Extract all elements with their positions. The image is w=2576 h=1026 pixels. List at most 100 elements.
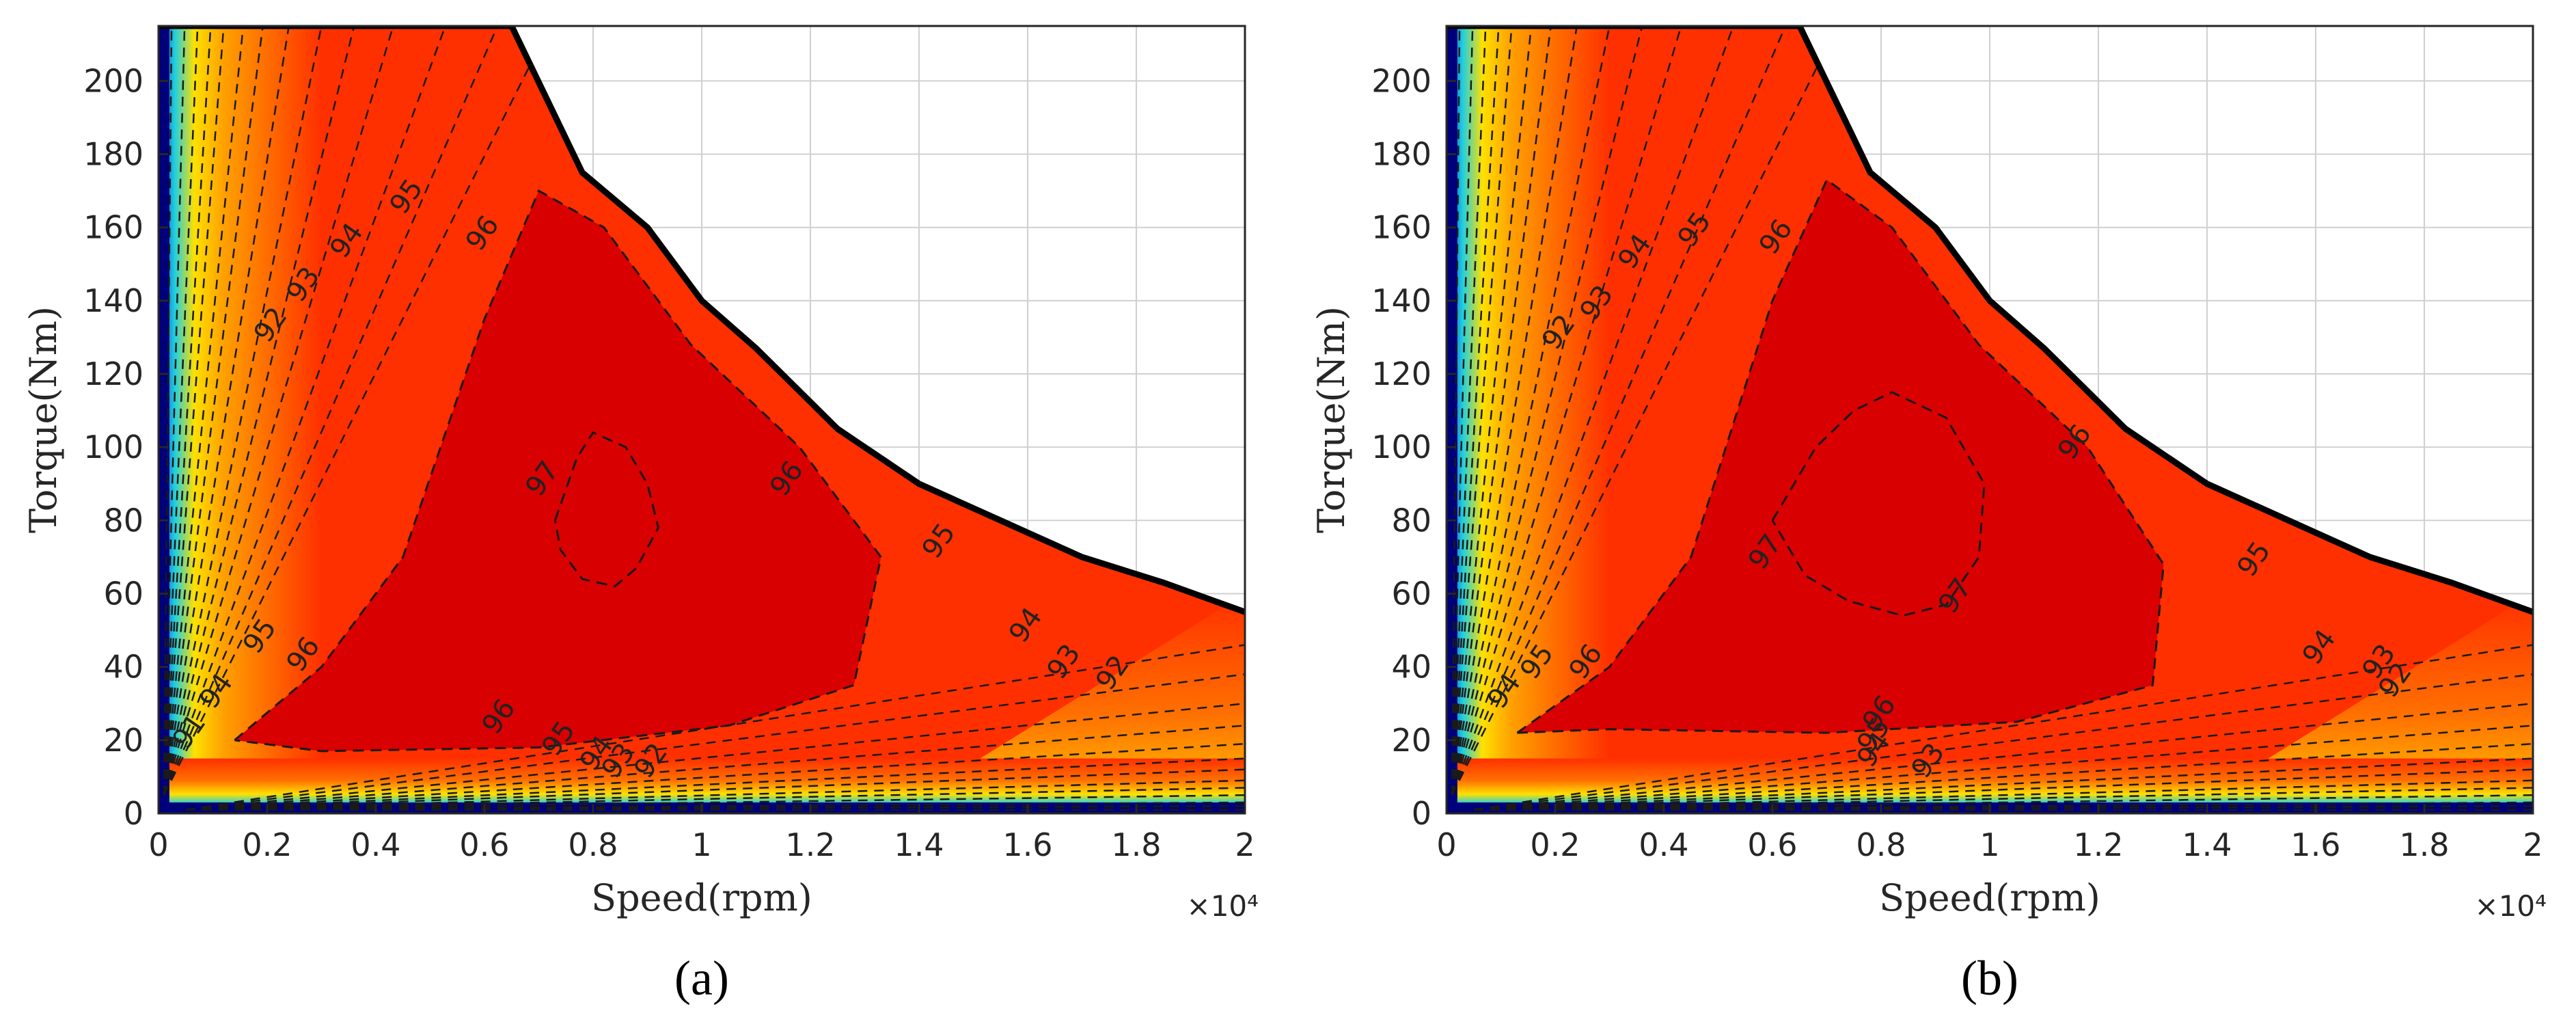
iso-line [185,757,1245,811]
y-tick-labels: 0 20 40 60 80 100 120 140 160 180 200 [1371,62,1431,832]
x-tick-labels: 0 0.2 0.4 0.6 0.8 1 1.2 1.4 1.6 1.8 2 [1436,826,2543,863]
x-tick-label: 0 [148,826,168,863]
panel-label: (b) [1961,951,2018,1005]
torque-envelope-line [1447,26,2533,615]
iso-line [163,26,499,796]
y-tick-label: 100 [1371,429,1431,465]
x-axis-label: Speed(rpm) [591,876,812,919]
iso-line [163,26,446,796]
x-tick-label: 1.2 [785,826,835,863]
x-tick-label: 0.4 [351,826,400,863]
x-tick-label: 1.4 [894,826,944,863]
x-axis-multiplier: ×10⁴ [1187,889,1259,923]
x-axis-label: Speed(rpm) [1879,876,2100,919]
iso-lines-low-torque [1473,644,2533,811]
panel-b: 95 96 94 93 92 97 97 96 95 94 93 92 95 96 96 95 94 93 94 0 0… [1288,0,2576,1026]
x-tick-label: 1.6 [2290,826,2340,863]
iso-line [1473,725,2533,811]
iso-line [1473,673,2533,811]
panel-label: (a) [674,951,729,1005]
x-tick-label: 1 [1979,826,1999,863]
iso-line [163,26,394,796]
iso-line [185,742,1245,811]
iso-line [185,703,1245,811]
iso-line [185,801,1245,811]
panel-a: 95 96 94 93 92 97 96 95 94 93 92 95 96 96 95 94 93 92 91 94… [22,25,1259,1005]
iso-line [1473,742,2533,811]
x-tick-label: 0.6 [1747,826,1797,863]
x-tick-labels: 0 0.2 0.4 0.6 0.8 1 1.2 1.4 1.6 1.8 2 [148,826,1255,863]
iso-line [163,26,551,796]
iso-line [185,794,1245,811]
iso-line [185,725,1245,811]
iso-line [1451,26,1513,796]
iso-line [163,26,199,796]
x-tick-label: 0.8 [1856,826,1906,863]
iso-line [1451,26,1682,796]
iso-line [1473,768,2533,811]
iso-line [1473,787,2533,811]
x-tick-label: 1.6 [1002,826,1052,863]
iso-line [163,26,264,796]
x-tick-label: 1.8 [1111,826,1161,863]
y-tick-label: 0 [1412,795,1431,832]
iso-line [1473,779,2533,811]
iso-line [1451,26,1578,796]
iso-line [1473,801,2533,811]
iso-line [163,26,212,796]
y-tick-label: 160 [1371,209,1431,246]
x-tick-label: 0.2 [242,826,292,863]
iso-lines-low-speed [163,26,551,796]
contour-line-97 [1771,391,1986,617]
y-tick-label: 40 [103,649,143,686]
contour-line-97 [553,431,659,588]
y-tick-label: 200 [83,62,143,99]
iso-line [185,787,1245,811]
y-tick-label: 80 [103,502,143,539]
iso-line [163,26,355,796]
y-tick-labels: 0 20 40 60 80 100 120 140 160 180 200 [83,62,143,832]
iso-line [1473,757,2533,811]
y-tick-label: 120 [1371,355,1431,392]
y-tick-label: 180 [1371,136,1431,173]
contour-line-96 [234,189,882,753]
iso-line [163,26,225,796]
iso-line [1473,644,2533,811]
efficiency-region-96 [1517,180,2164,733]
y-tick-label: 100 [83,429,143,465]
iso-line [1451,26,1533,796]
x-tick-label: 0.6 [459,826,509,863]
y-tick-label: 20 [103,722,143,759]
y-axis-label: Torque(Nm) [22,306,65,533]
x-tick-label: 0.4 [1639,826,1688,863]
iso-line [185,673,1245,811]
y-tick-label: 120 [83,355,143,392]
iso-line [185,768,1245,811]
iso-line [1451,26,1487,796]
y-tick-label: 80 [1391,502,1431,539]
iso-line [163,26,173,796]
y-axis-label: Torque(Nm) [1310,306,1353,533]
iso-line [163,26,290,796]
y-tick-label: 140 [1371,282,1431,319]
y-tick-label: 160 [83,209,143,246]
contour-line-96 [1516,178,2165,734]
y-tick-label: 60 [1391,576,1431,612]
iso-line [1451,26,1787,796]
x-tick-label: 2 [1235,826,1255,863]
torque-envelope-line [159,26,1245,615]
iso-line [185,805,1245,811]
iso-line [1451,26,1500,796]
efficiency-edge-left [159,26,169,813]
x-tick-label: 0.2 [1530,826,1580,863]
x-tick-label: 1.4 [2182,826,2232,863]
y-tick-label: 20 [1391,722,1431,759]
x-tick-label: 0.8 [568,826,618,863]
y-tick-label: 60 [103,576,143,612]
iso-line [1451,26,1643,796]
iso-line [1451,26,1839,796]
iso-line [163,26,186,796]
efficiency-region-96 [234,191,881,751]
